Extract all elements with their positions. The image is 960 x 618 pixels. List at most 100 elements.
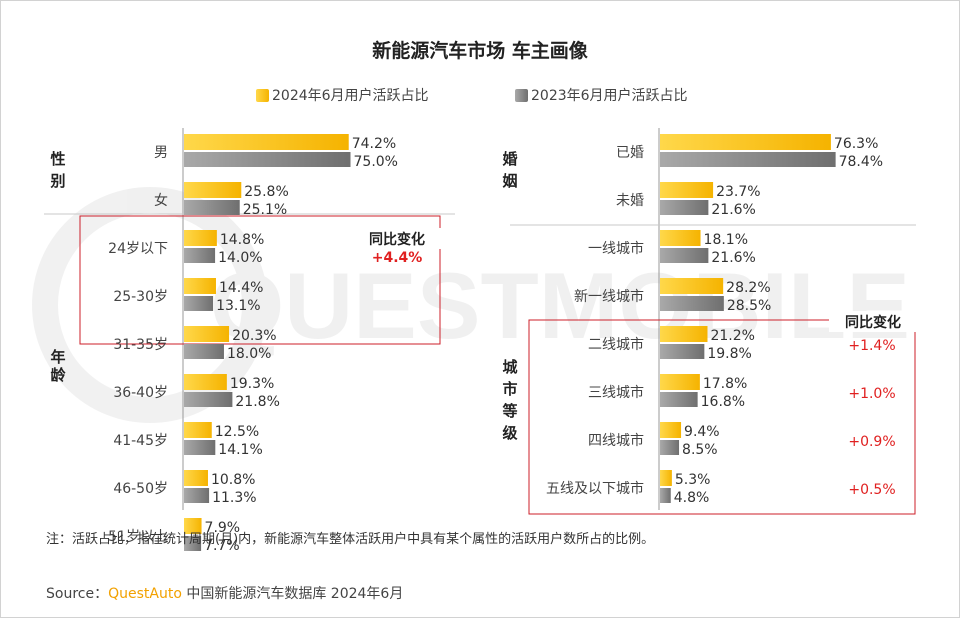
category-label: 一线城市 <box>588 240 644 257</box>
data-label-2024: 14.8% <box>220 232 264 248</box>
group-label-char: 年 <box>50 348 65 366</box>
data-label-2024: 23.7% <box>716 184 760 200</box>
data-label-2024: 19.3% <box>230 376 274 392</box>
data-label-2023: 28.5% <box>727 298 771 314</box>
data-label-2023: 21.6% <box>711 202 755 218</box>
data-label-2023: 21.6% <box>711 250 755 266</box>
data-label-2023: 25.1% <box>243 202 287 218</box>
source-line: Source：QuestAuto 中国新能源汽车数据库 2024年6月 <box>46 583 403 603</box>
legend-swatch-2023 <box>515 89 528 102</box>
category-label: 51岁以上 <box>108 529 168 545</box>
group-label-char: 级 <box>502 424 518 442</box>
group-label-char: 市 <box>502 380 517 398</box>
bar-2024 <box>660 374 700 390</box>
data-label-2024: 17.8% <box>703 376 747 392</box>
bar-2024 <box>184 230 217 246</box>
data-label-2024: 12.5% <box>215 424 259 440</box>
bar-2024 <box>660 422 682 438</box>
yoy-change-value: +1.4% <box>848 338 895 354</box>
data-label-2024: 25.8% <box>244 184 288 200</box>
yoy-change-value: +1.0% <box>848 386 895 402</box>
legend-2023: 2023年6月用户活跃占比 <box>515 86 688 106</box>
category-label: 新一线城市 <box>574 288 644 305</box>
data-label-2024: 7.9% <box>205 520 241 536</box>
yoy-label: 同比变化 <box>369 231 425 248</box>
data-label-2023: 4.8% <box>674 490 710 506</box>
bar-2023 <box>184 344 224 359</box>
bar-2024 <box>660 278 724 294</box>
category-label: 未婚 <box>616 193 644 209</box>
yoy-change-value: +0.9% <box>848 434 895 450</box>
data-label-2023: 14.1% <box>218 442 262 458</box>
group-label-char: 性 <box>50 150 65 168</box>
data-label-2024: 76.3% <box>834 136 878 152</box>
data-label-2024: 74.2% <box>352 136 396 152</box>
chart-panel-left: 性别 男 74.2% 75.0% 女 25.8% 25.1% 年龄 24岁以下 14.8% 14.0… <box>44 128 455 554</box>
chart-title: 新能源汽车市场 车主画像 <box>372 40 588 62</box>
source-prefix: Source： <box>46 586 109 602</box>
group-label-char: 城 <box>502 358 517 376</box>
data-label-2023: 14.0% <box>218 250 262 266</box>
bar-2023 <box>660 392 698 407</box>
bar-2024 <box>184 278 216 294</box>
data-label-2023: 13.1% <box>216 298 260 314</box>
annotation-bg <box>353 228 441 249</box>
bar-2024 <box>660 470 672 486</box>
data-label-2024: 21.2% <box>710 328 754 344</box>
data-label-2024: 14.4% <box>219 280 263 296</box>
data-label-2023: 75.0% <box>354 154 398 170</box>
bar-2023 <box>184 440 216 455</box>
category-label: 五线及以下城市 <box>546 480 644 497</box>
yoy-highlight-box <box>528 319 916 515</box>
category-label: 二线城市 <box>588 336 644 353</box>
category-label: 25-30岁 <box>113 289 168 305</box>
bar-2023 <box>184 248 216 263</box>
bar-2023 <box>184 536 202 551</box>
data-label-2023: 8.5% <box>682 442 718 458</box>
data-label-2024: 5.3% <box>675 472 711 488</box>
category-label: 31-35岁 <box>113 337 168 353</box>
bar-2023 <box>184 296 214 311</box>
group-label-char: 婚 <box>502 150 517 168</box>
group-label-char: 别 <box>49 172 65 190</box>
legend-label-2024: 2024年6月用户活跃占比 <box>272 88 429 104</box>
bar-2023 <box>660 344 705 359</box>
bar-2023 <box>660 248 709 263</box>
data-label-2023: 21.8% <box>235 394 279 410</box>
bar-2023 <box>660 200 709 215</box>
bar-2024 <box>660 182 714 198</box>
category-label: 36-40岁 <box>113 385 168 401</box>
data-label-2023: 7.7% <box>204 538 240 554</box>
yoy-highlight-box <box>79 215 441 345</box>
bar-2023 <box>184 200 240 215</box>
annotation-bg <box>829 311 917 332</box>
data-label-2024: 9.4% <box>684 424 720 440</box>
data-label-2023: 16.8% <box>701 394 745 410</box>
data-label-2023: 18.0% <box>227 346 271 362</box>
bar-2023 <box>660 152 836 167</box>
data-label-2023: 19.8% <box>707 346 751 362</box>
category-label: 三线城市 <box>588 384 644 401</box>
category-label: 男 <box>154 145 168 161</box>
yoy-change-value: +0.5% <box>848 482 895 498</box>
legend-2024: 2024年6月用户活跃占比 <box>256 86 429 106</box>
category-label: 女 <box>154 192 168 209</box>
category-label: 46-50岁 <box>113 481 168 497</box>
bar-2023 <box>660 440 680 455</box>
category-label: 41-45岁 <box>113 433 168 449</box>
bar-2023 <box>660 296 724 311</box>
watermark-text: QUESTMOBILE <box>210 253 910 358</box>
source-brand: QuestAuto <box>108 586 182 602</box>
bar-2024 <box>184 182 242 198</box>
group-label-char: 姻 <box>502 172 517 190</box>
bar-2024 <box>184 470 208 486</box>
bar-2024 <box>184 134 349 150</box>
bar-2024 <box>184 374 227 390</box>
data-label-2023: 11.3% <box>212 490 256 506</box>
data-label-2023: 78.4% <box>839 154 883 170</box>
bar-2024 <box>184 518 202 534</box>
bar-2024 <box>660 326 708 342</box>
